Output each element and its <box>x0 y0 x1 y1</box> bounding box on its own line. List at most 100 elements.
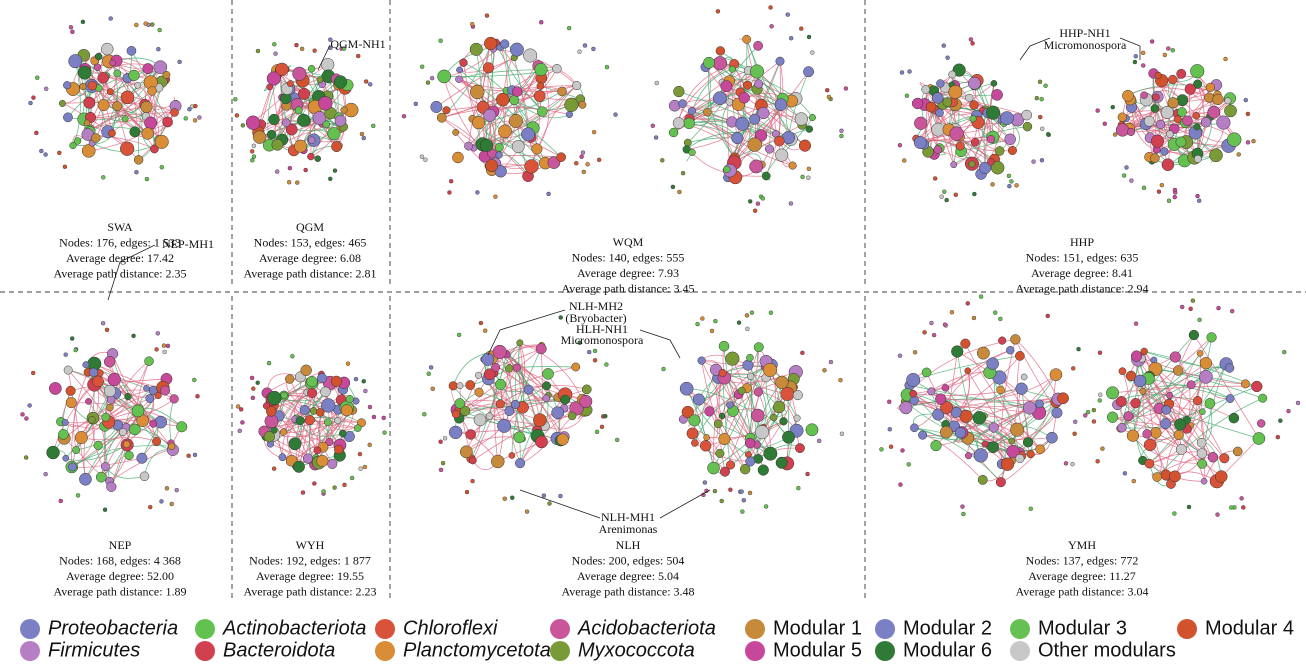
edge <box>722 346 751 439</box>
node <box>591 46 596 52</box>
node <box>382 430 387 435</box>
node <box>736 320 742 325</box>
node <box>1197 317 1202 323</box>
node <box>452 151 464 164</box>
node <box>592 348 598 354</box>
node <box>969 100 979 110</box>
node <box>988 422 999 433</box>
annotation: Micromonospora <box>561 333 644 347</box>
node <box>751 408 765 423</box>
edge <box>1015 339 1059 400</box>
node <box>341 46 347 51</box>
node <box>271 138 284 151</box>
node <box>1117 112 1127 122</box>
node <box>502 496 507 501</box>
node <box>949 126 964 141</box>
node <box>1045 313 1050 319</box>
node <box>419 154 425 159</box>
node <box>541 493 547 498</box>
node <box>1097 398 1102 403</box>
node <box>249 375 255 381</box>
node <box>1098 392 1103 397</box>
node <box>1205 82 1216 92</box>
node <box>1196 437 1207 448</box>
node <box>121 115 129 123</box>
node <box>1193 154 1202 163</box>
node <box>512 86 523 97</box>
pointer <box>487 309 566 356</box>
pointer <box>519 489 711 519</box>
node <box>294 106 303 115</box>
node <box>285 374 295 384</box>
panel-stat: Nodes: 192, edges: 1 877 <box>249 553 371 567</box>
node <box>464 489 470 495</box>
node <box>159 165 165 170</box>
node <box>1007 146 1017 155</box>
node <box>286 80 294 88</box>
node <box>720 80 733 93</box>
node <box>566 25 572 31</box>
legend-swatch <box>375 619 395 639</box>
node <box>972 411 987 425</box>
node <box>95 471 107 483</box>
node <box>331 141 343 153</box>
legend-swatch <box>550 641 570 661</box>
node <box>160 385 171 396</box>
node <box>972 191 977 197</box>
node <box>1200 116 1212 128</box>
node <box>810 50 815 55</box>
node <box>250 395 256 401</box>
node <box>154 391 162 400</box>
node <box>312 48 317 53</box>
node <box>101 175 106 180</box>
node <box>321 489 326 494</box>
node <box>1035 399 1044 409</box>
node <box>1199 357 1213 370</box>
node <box>542 368 554 380</box>
node <box>960 338 971 349</box>
node <box>565 110 573 118</box>
node <box>911 97 924 110</box>
node <box>1229 505 1234 510</box>
node <box>484 13 490 18</box>
node <box>510 399 520 409</box>
node <box>718 412 726 420</box>
node <box>907 69 912 74</box>
panel-stat: Nodes: 200, edges: 504 <box>572 553 685 567</box>
legend-label: Chloroflexi <box>403 617 498 639</box>
node <box>170 108 179 117</box>
node <box>955 141 965 151</box>
node <box>1022 401 1037 415</box>
node <box>240 420 245 425</box>
node <box>1143 115 1155 127</box>
annotation: NEP-MH1 <box>162 237 214 251</box>
edge <box>473 49 494 149</box>
node <box>968 37 974 42</box>
node <box>546 191 551 197</box>
node <box>749 310 755 315</box>
node <box>65 385 76 396</box>
node <box>35 75 40 80</box>
node <box>904 93 910 98</box>
node <box>961 511 966 517</box>
node <box>763 446 778 461</box>
node <box>1140 347 1148 356</box>
node <box>508 452 516 459</box>
node <box>491 363 501 372</box>
edge <box>531 85 577 167</box>
node <box>361 135 366 141</box>
node <box>746 372 755 381</box>
annotation: Micromonospora <box>1044 38 1127 52</box>
node <box>93 440 103 450</box>
node <box>371 414 377 420</box>
node <box>1207 105 1221 119</box>
node <box>1227 132 1242 147</box>
node <box>509 95 520 106</box>
node <box>498 124 512 139</box>
node <box>673 85 685 98</box>
pointer <box>1119 37 1141 60</box>
node <box>371 123 376 129</box>
legend-label: Modular 5 <box>773 639 862 661</box>
node <box>328 176 333 182</box>
legend-swatch <box>195 619 215 639</box>
